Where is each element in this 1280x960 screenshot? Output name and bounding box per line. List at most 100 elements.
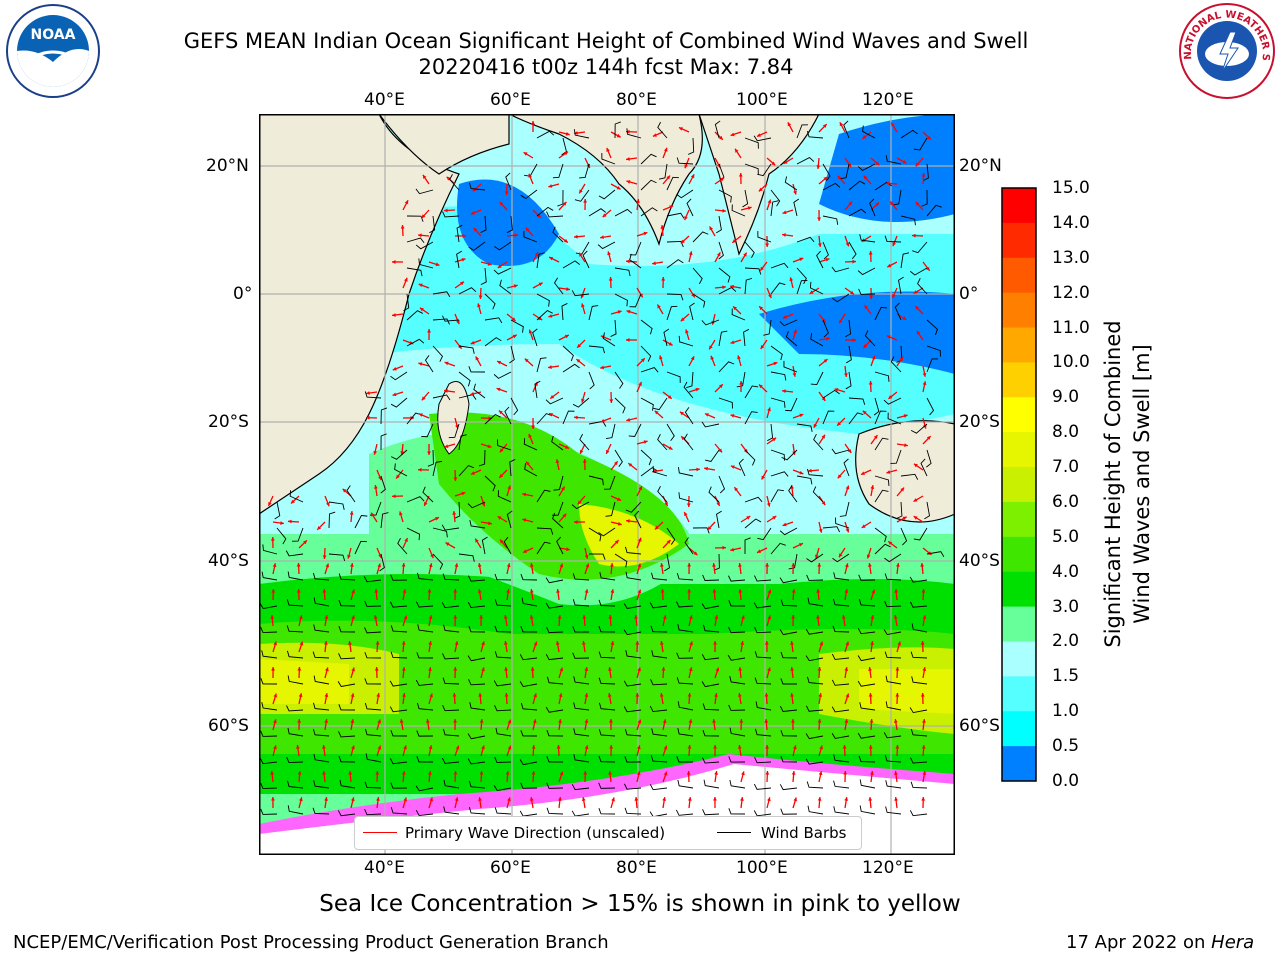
wind-barb	[728, 626, 746, 634]
wave-direction-arrowhead	[583, 771, 588, 775]
wave-direction-arrowhead	[565, 445, 570, 449]
wind-barb	[676, 601, 694, 608]
wave-direction-arrowhead	[585, 563, 590, 568]
wind-barb	[807, 676, 824, 685]
wind-barb	[312, 807, 330, 815]
wind-barb	[534, 380, 541, 399]
lon-tick-bottom-80e: 80°E	[616, 858, 657, 878]
wave-direction-arrowhead	[626, 309, 631, 314]
wind-barb	[505, 172, 512, 191]
wave-direction-arrowhead	[798, 543, 803, 547]
wind-barb	[755, 701, 772, 711]
wave-direction-arrowhead	[636, 745, 641, 750]
wind-barb	[658, 163, 668, 180]
wind-barb	[848, 180, 866, 191]
wind-barb	[657, 121, 668, 139]
wind-barb	[840, 163, 850, 180]
wind-barb	[614, 553, 628, 568]
wind-barb	[499, 279, 512, 295]
wave-direction-arrowhead	[499, 473, 504, 478]
wave-direction-arrowhead	[549, 413, 554, 417]
wind-barb	[883, 397, 902, 405]
wind-barb	[731, 204, 746, 217]
wave-direction-arrowhead	[767, 589, 772, 594]
wave-direction-arrowhead	[870, 641, 874, 645]
wind-barb	[805, 655, 824, 662]
wind-barb	[683, 433, 694, 451]
wave-direction-arrowhead	[581, 303, 585, 308]
wind-barb	[910, 651, 928, 659]
wind-barb	[640, 153, 657, 165]
wind-barb	[921, 189, 928, 207]
wave-direction-arrowhead	[847, 163, 852, 168]
wind-barb	[831, 706, 850, 713]
wind-barb	[390, 574, 408, 581]
wave-direction-arrowhead	[626, 338, 630, 342]
wave-direction-arrowhead	[920, 641, 925, 645]
wind-barb	[858, 755, 876, 763]
wave-direction-arrowhead	[839, 122, 844, 127]
wave-direction-arrowhead	[845, 693, 850, 698]
wind-barb	[922, 163, 929, 182]
wave-direction-arrowhead	[351, 615, 355, 620]
wind-barb	[573, 702, 590, 711]
wind-barb	[678, 492, 694, 503]
wave-direction-arrowhead	[684, 164, 688, 169]
wind-barb	[683, 381, 694, 399]
noaa-logo-icon: NOAA	[6, 4, 100, 98]
wave-direction-arrowhead	[718, 448, 723, 453]
wind-barb	[467, 602, 486, 609]
wave-direction-arrowhead	[579, 449, 584, 454]
wave-direction-arrowhead	[640, 358, 645, 363]
wind-barb	[650, 755, 668, 763]
colorbar-tick-label: 3.0	[1052, 596, 1080, 617]
wave-direction-arrowhead	[844, 563, 849, 568]
wind-barb	[520, 782, 538, 789]
wave-direction-arrowhead	[714, 771, 718, 775]
wave-direction-arrowhead	[888, 395, 893, 399]
wave-direction-arrowhead	[685, 329, 689, 334]
wind-barb	[736, 371, 746, 388]
wind-barb	[859, 805, 876, 815]
colorbar-tick-label: 7.0	[1052, 457, 1080, 478]
wave-direction-arrowhead	[374, 667, 379, 671]
wind-barb	[598, 729, 616, 737]
wave-direction-arrowhead	[529, 589, 534, 593]
wave-direction-arrowhead	[522, 549, 527, 553]
wave-direction-arrowhead	[791, 771, 796, 775]
noaa-logo-text: NOAA	[31, 27, 76, 43]
wave-direction-arrowhead	[562, 201, 567, 206]
wind-barb	[520, 189, 538, 200]
wind-barb	[848, 208, 867, 217]
wind-barb	[701, 319, 720, 326]
wave-direction-arrowhead	[635, 693, 640, 697]
wind-barb	[754, 651, 772, 659]
wind-barb	[884, 553, 902, 563]
wind-barb	[286, 756, 304, 764]
wind-barb	[807, 597, 824, 607]
wave-direction-arrowhead	[538, 316, 543, 321]
wind-barb	[634, 510, 642, 529]
wave-direction-arrowhead	[659, 355, 663, 360]
wind-barb	[389, 680, 408, 687]
wave-direction-arrowhead	[652, 261, 656, 266]
wave-direction-arrowhead	[402, 693, 406, 697]
wave-direction-arrowhead	[743, 252, 747, 257]
credit-left: NCEP/EMC/Verification Post Processing Pr…	[13, 932, 609, 953]
wave-direction-arrowhead	[324, 615, 329, 619]
wave-direction-arrowhead	[900, 487, 905, 492]
wave-direction-arrowhead	[730, 340, 735, 345]
wave-direction-arrowhead	[470, 391, 475, 396]
wind-barb	[536, 130, 555, 139]
wave-direction-arrowhead	[273, 693, 278, 698]
wave-direction-arrowhead	[661, 277, 666, 281]
wind-barb	[753, 135, 772, 142]
wind-barb	[468, 626, 486, 633]
wave-direction-arrowhead	[818, 771, 823, 776]
wave-direction-arrowhead	[680, 239, 685, 244]
wind-barb	[364, 702, 382, 711]
wind-barb	[718, 241, 724, 260]
wave-direction-arrowhead	[684, 512, 688, 517]
colorbar-tick-label: 9.0	[1052, 387, 1080, 408]
wave-direction-arrowhead	[712, 589, 717, 593]
